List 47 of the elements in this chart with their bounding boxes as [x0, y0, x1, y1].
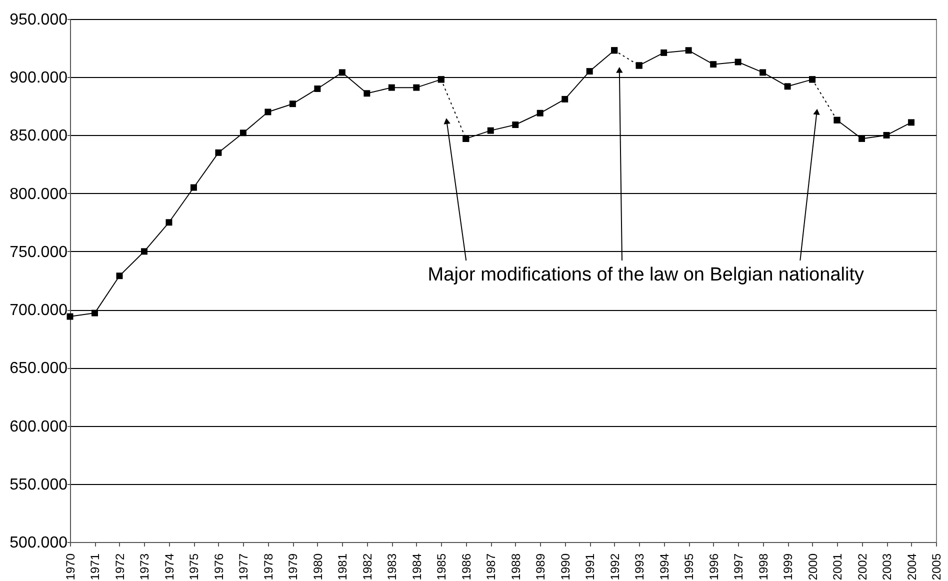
- x-tick-label: 1971: [88, 553, 102, 580]
- x-tick-label: 1992: [608, 553, 622, 580]
- y-tick-label: 700.000: [10, 302, 68, 320]
- x-tick-label: 1995: [682, 553, 696, 580]
- y-tick-label: 800.000: [10, 186, 68, 203]
- x-tick-label: 1973: [138, 553, 152, 580]
- x-tick-label: 1990: [558, 553, 572, 580]
- y-tick-label: 950.000: [10, 12, 68, 28]
- x-tick-label: 1993: [632, 553, 647, 580]
- x-tick-label: 1977: [236, 553, 251, 580]
- y-tick-label: 750.000: [10, 244, 68, 261]
- y-tick-label: 650.000: [10, 360, 68, 378]
- y-tick-label: 500.000: [10, 534, 68, 552]
- annotation: Major modifications of the law on Belgian nationality: [428, 264, 864, 286]
- x-tick-label: 1980: [310, 553, 325, 580]
- x-tick-label: 1997: [732, 553, 746, 580]
- x-tick-label: 2003: [880, 553, 894, 580]
- x-tick-label: 1988: [508, 553, 523, 580]
- x-tick-label: 1987: [484, 553, 498, 580]
- x-tick-label: 1983: [385, 553, 400, 580]
- x-tick-label: 1981: [336, 553, 350, 580]
- x-tick-label: 1978: [261, 553, 276, 580]
- x-tick-label: 1998: [756, 553, 770, 580]
- y-tick-label: 550.000: [10, 476, 68, 494]
- x-tick-label: 1986: [459, 553, 474, 580]
- x-tick-label: 1994: [657, 553, 672, 580]
- y-tick-label: 900.000: [10, 70, 68, 87]
- x-tick-label: 1996: [706, 553, 721, 580]
- x-tick-label: 1975: [187, 553, 202, 580]
- x-tick-label: 2001: [830, 553, 845, 580]
- x-tick-label: 1991: [583, 553, 598, 580]
- x-tick-label: 2004: [904, 553, 919, 580]
- x-tick-label: 1982: [360, 553, 374, 580]
- x-tick-label: 2002: [855, 553, 870, 580]
- x-tick-label: 2000: [806, 553, 820, 580]
- x-tick-label: 1972: [112, 553, 127, 580]
- y-tick-label: 600.000: [10, 418, 68, 436]
- x-tick-label: 1984: [410, 553, 424, 580]
- x-tick-label: 1976: [212, 553, 226, 580]
- y-tick-label: 850.000: [10, 128, 68, 145]
- x-tick-label: 1999: [781, 553, 796, 580]
- x-tick-label: 1979: [286, 553, 300, 580]
- x-tick-label: 1989: [534, 553, 548, 580]
- x-tick-label: 1974: [162, 553, 176, 580]
- x-tick-label: 1970: [64, 553, 78, 580]
- x-tick-label: 2005: [930, 553, 944, 580]
- x-tick-label: 1985: [434, 553, 449, 580]
